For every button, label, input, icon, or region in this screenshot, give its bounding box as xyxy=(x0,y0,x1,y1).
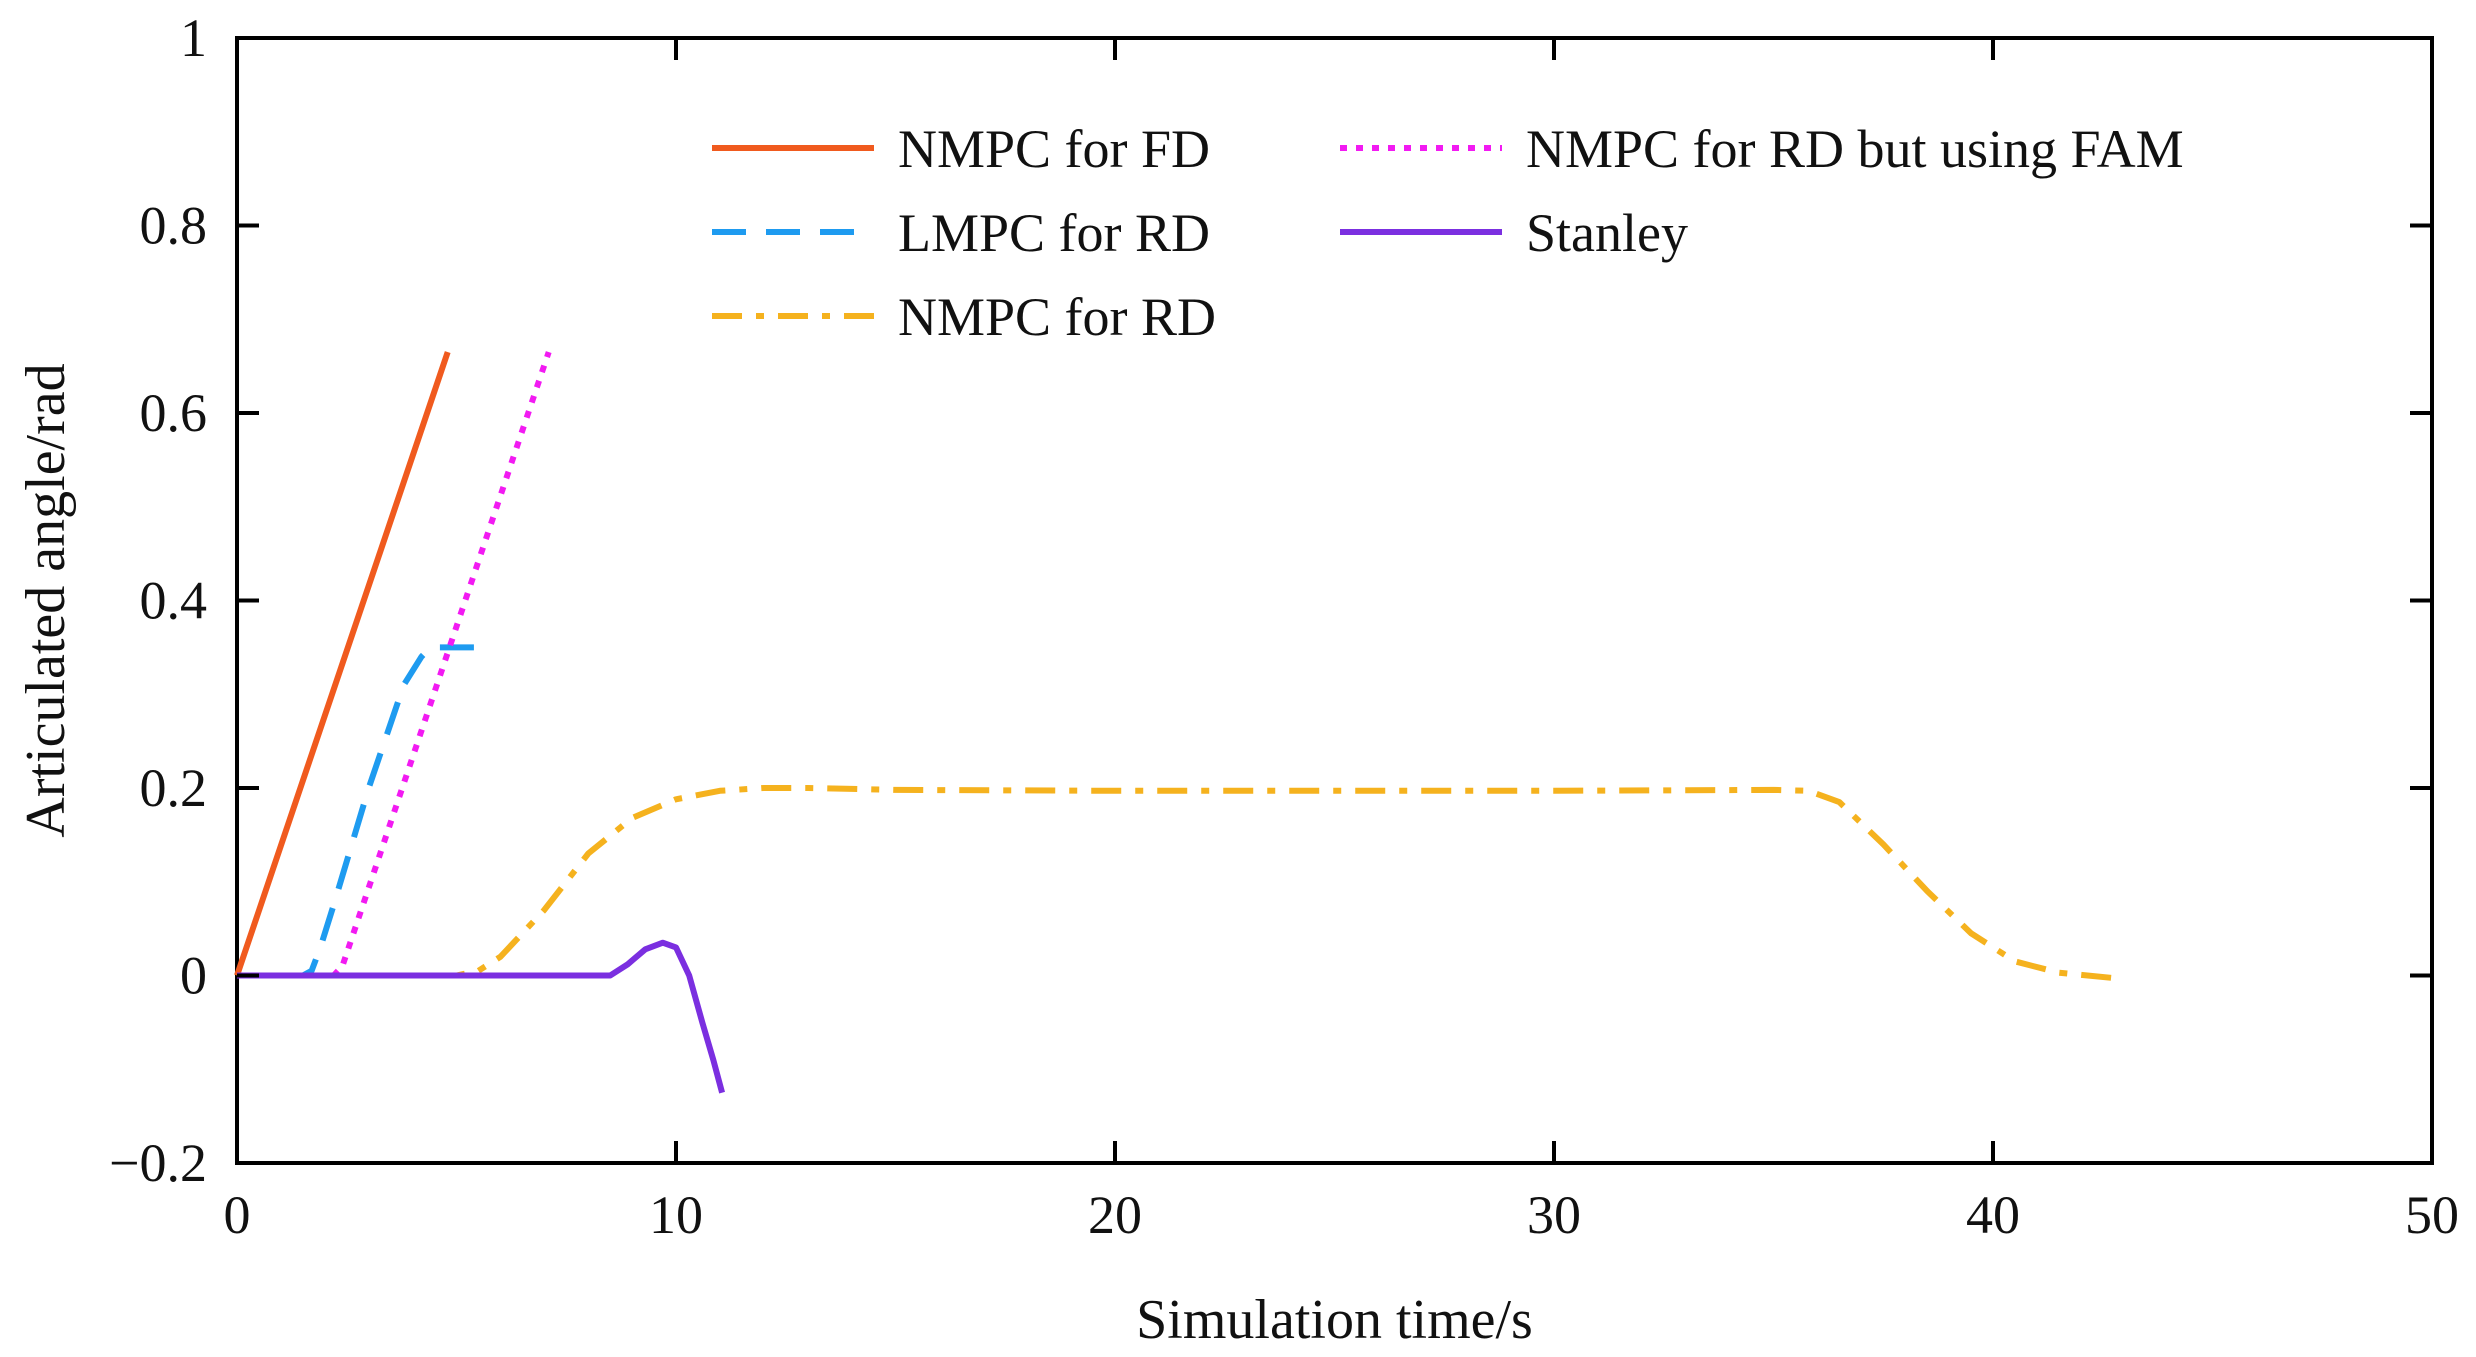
legend-label-4: NMPC for RD but using FAM xyxy=(1526,119,2184,179)
legend-label-1: NMPC for FD xyxy=(898,119,1210,179)
series-line-3 xyxy=(237,785,2117,982)
y-tick-label: 0.4 xyxy=(140,571,208,631)
x-tick-label: 50 xyxy=(2405,1185,2459,1245)
y-tick-label: 0.6 xyxy=(140,383,208,443)
axes-frame xyxy=(235,36,2434,1165)
series-line-5 xyxy=(237,939,725,1094)
x-axis-title: Simulation time/s xyxy=(1136,1289,1533,1351)
y-axis-title: Articulated angle/rad xyxy=(15,363,77,837)
y-tick-label: −0.2 xyxy=(109,1133,207,1193)
series-line-4 xyxy=(237,351,552,979)
legend-label-2: LMPC for RD xyxy=(898,203,1210,263)
ticks-layer: 0 10 20 30 40 50 −0.2 0 0.2 0.4 0.6 0.8 1 xyxy=(109,8,2459,1245)
x-tick-label: 40 xyxy=(1966,1185,2020,1245)
legend-label-5: Stanley xyxy=(1526,203,1688,263)
y-tick-label: 0.8 xyxy=(140,196,208,256)
x-tick-label: 20 xyxy=(1088,1185,1142,1245)
y-tick-label: 0.2 xyxy=(140,758,208,818)
series-layer xyxy=(234,351,2117,1094)
x-tick-label: 10 xyxy=(649,1185,703,1245)
y-tick-label: 0 xyxy=(180,946,207,1006)
legend-label-3: NMPC for RD xyxy=(898,287,1216,347)
x-tick-label: 30 xyxy=(1527,1185,1581,1245)
series-line-1 xyxy=(234,351,451,977)
legend: NMPC for FD LMPC for RD NMPC for RD NMPC fo… xyxy=(712,119,2184,347)
series-line-2 xyxy=(237,644,492,979)
y-tick-label: 1 xyxy=(180,8,207,68)
plot-area: 0 10 20 30 40 50 −0.2 0 0.2 0.4 0.6 0.8 1 xyxy=(109,8,2459,1245)
x-tick-label: 0 xyxy=(224,1185,251,1245)
